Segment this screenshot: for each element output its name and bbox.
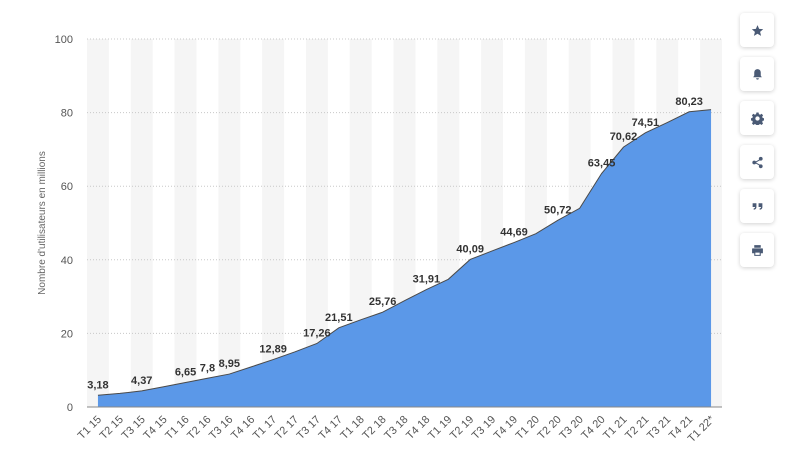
bell-icon [752,68,762,80]
settings-button[interactable] [740,101,774,135]
background-band [87,39,109,407]
x-tick-label: T2 21 [623,414,651,442]
print-icon [751,244,763,256]
x-tick-label: T1 19 [426,414,454,442]
data-label: 6,65 [175,367,196,379]
x-tick-label: T2 15 [98,414,126,442]
x-tick-label: T2 20 [536,414,564,442]
x-tick-label: T4 15 [141,414,169,442]
quote-icon [752,202,762,210]
x-tick-label: T3 18 [382,414,410,442]
favorite-button[interactable] [740,13,774,47]
x-tick-label: T1 17 [251,414,279,442]
x-tick-label: T4 17 [317,414,345,442]
background-band [349,39,372,407]
x-tick-label: T3 20 [557,414,585,442]
y-axis-title: Nombre d'utilisateurs en millions [37,151,48,295]
x-tick-label: T3 16 [207,414,235,442]
print-button[interactable] [740,233,774,267]
x-tick-label: T1 21 [601,414,629,442]
background-band [218,39,241,407]
x-tick-label: T4 18 [404,414,432,442]
data-label: 44,69 [500,227,528,239]
x-tick-label: T3 21 [645,414,673,442]
background-band [262,39,285,407]
cite-button[interactable] [740,189,774,223]
data-label: 21,51 [325,312,353,324]
x-tick-label: T3 15 [119,414,147,442]
background-band [305,39,328,407]
data-label: 12,89 [259,344,287,356]
notification-button[interactable] [740,57,774,91]
y-tick-label: 60 [61,181,73,193]
data-label: 70,62 [610,131,638,143]
share-icon [751,156,763,168]
data-label: 63,45 [588,158,616,170]
background-band [174,39,197,407]
y-tick-label: 20 [61,328,73,340]
x-tick-label: T3 19 [470,414,498,442]
x-tick-label: T4 19 [492,414,520,442]
y-tick-label: 80 [61,108,73,120]
share-button[interactable] [740,145,774,179]
x-tick-label: T4 20 [579,414,607,442]
x-tick-label: T1 15 [76,414,104,442]
data-label: 4,37 [131,375,152,387]
data-label: 74,51 [632,117,660,129]
data-label: 50,72 [544,204,572,216]
data-label: 80,23 [675,96,703,108]
area-fill [97,109,712,407]
x-tick-label: T2 19 [448,414,476,442]
y-tick-label: 0 [67,402,73,414]
data-label: 25,76 [369,296,397,308]
data-label: 3,18 [87,379,108,391]
gear-icon [750,112,764,125]
data-label: 8,95 [219,358,240,370]
y-tick-label: 40 [61,255,73,267]
chart-toolbar [740,13,774,267]
data-label: 7,8 [200,362,215,374]
background-band [130,39,153,407]
data-label: 17,26 [303,327,331,339]
x-tick-label: T2 16 [185,414,213,442]
series-line [97,109,712,396]
x-tick-label: T4 16 [229,414,257,442]
star-icon [751,24,763,36]
x-tick-label: T1 16 [163,414,191,442]
x-tick-label: T1 20 [514,414,542,442]
x-tick-label: T1 18 [338,414,366,442]
data-label: 31,91 [413,274,441,286]
data-label: 40,09 [456,243,484,255]
y-tick-label: 100 [55,34,73,46]
x-tick-label: T3 17 [295,414,323,442]
x-tick-label: T2 17 [273,414,301,442]
x-tick-label: T2 18 [360,414,388,442]
